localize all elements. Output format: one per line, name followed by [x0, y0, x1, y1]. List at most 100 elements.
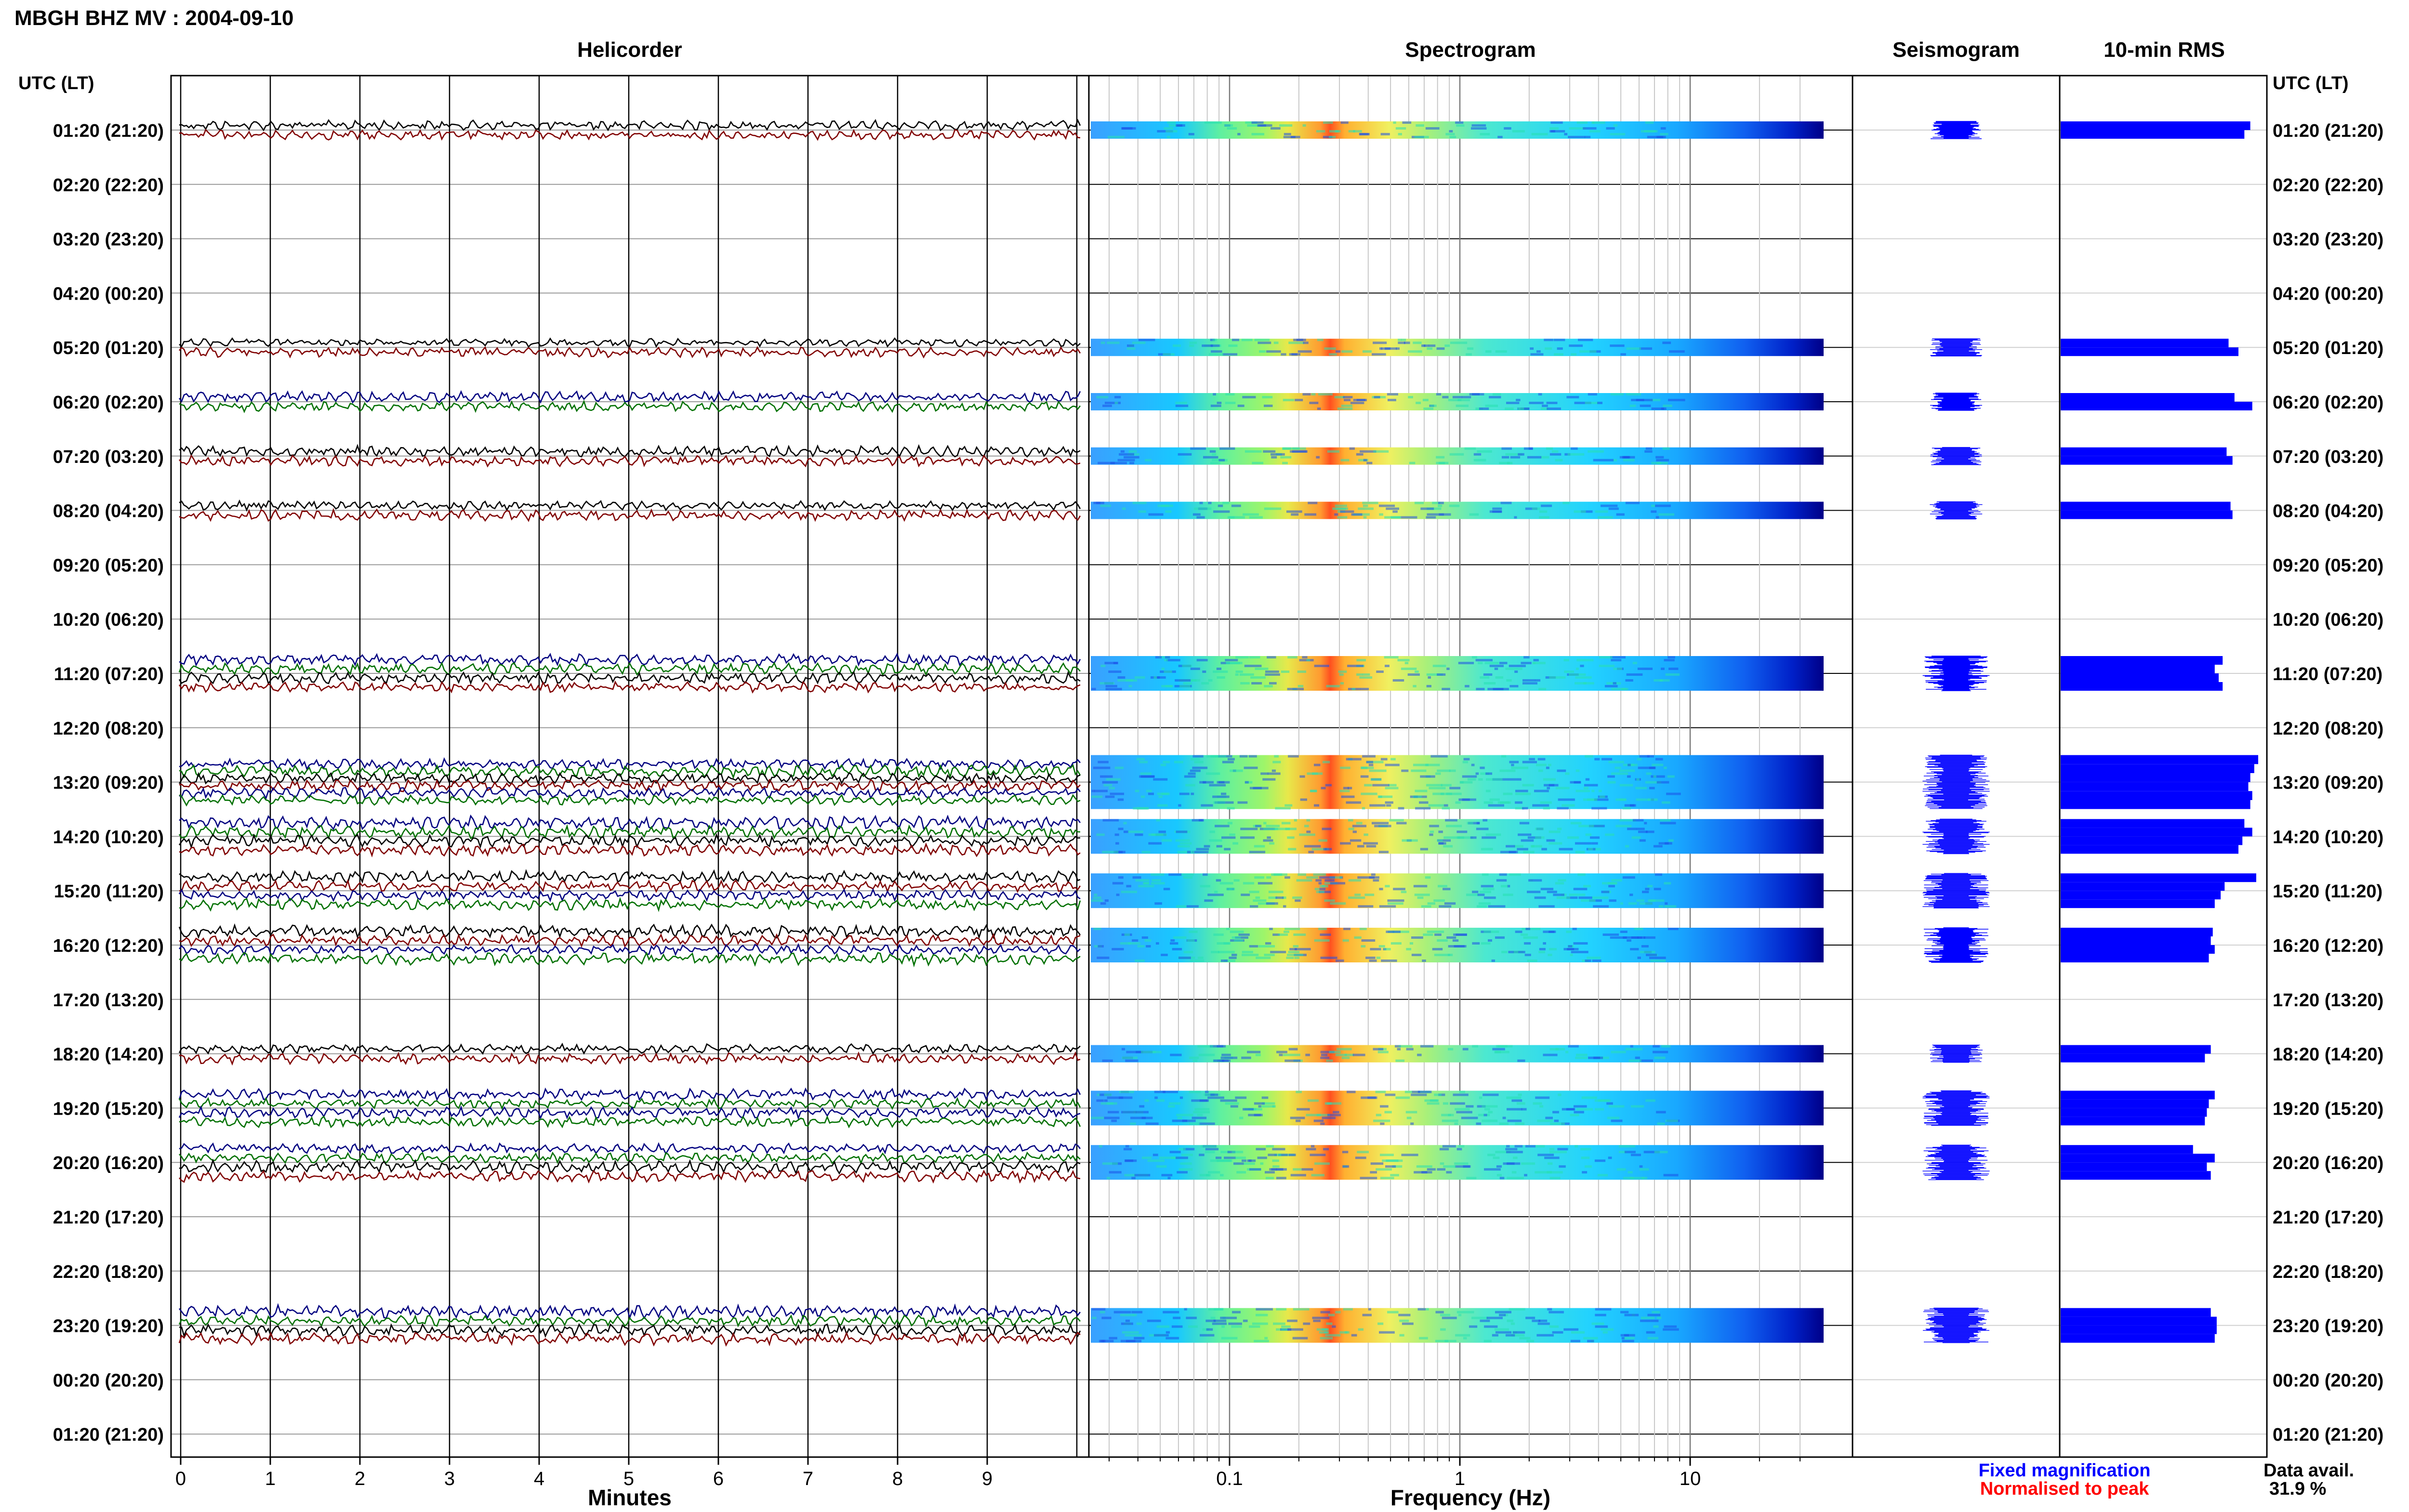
spectrogram-texture [1176, 1157, 1188, 1159]
spectrogram-texture [1419, 1337, 1428, 1340]
spectrogram-texture [1219, 1159, 1232, 1162]
rms-bar [2061, 882, 2225, 891]
spectrogram-texture [1509, 665, 1526, 667]
helicorder-x-tick-label: 4 [534, 1468, 544, 1489]
spectrogram-texture [1212, 1322, 1227, 1325]
spectrogram-texture [1281, 1325, 1291, 1328]
spectrogram-texture [1255, 668, 1269, 670]
spectrogram-texture [1355, 1157, 1366, 1159]
spectrogram-texture [1124, 456, 1139, 459]
spectrogram-texture [1492, 507, 1502, 510]
spectrogram-texture [1293, 1308, 1310, 1311]
spectrogram-texture [1316, 891, 1324, 894]
spectrogram-texture [1535, 836, 1545, 839]
spectrogram-texture [1414, 894, 1430, 896]
spectrogram-texture [1597, 1174, 1608, 1177]
spectrogram-texture [1402, 839, 1418, 842]
spectrogram-texture [1481, 942, 1491, 945]
spectrogram-texture [1264, 1337, 1268, 1340]
spectrogram-texture [1501, 447, 1512, 450]
spectrogram-texture [1443, 804, 1448, 807]
spectrogram-texture [1522, 682, 1537, 684]
spectrogram-texture [1148, 792, 1154, 795]
spectrogram-texture [1192, 766, 1208, 769]
time-label-left: 17:20 (13:20) [53, 990, 164, 1011]
spectrogram-texture [1123, 822, 1127, 825]
spectrogram-texture [1102, 819, 1119, 822]
spectrogram-texture [1117, 679, 1133, 682]
spectrogram-texture [1570, 954, 1573, 956]
spectrogram-texture [1173, 1316, 1181, 1319]
spectrogram-texture [1445, 133, 1455, 135]
spectrogram-texture [1317, 408, 1321, 410]
spectrogram-texture [1659, 679, 1670, 682]
seismogram-trace [1922, 1090, 1990, 1126]
spectrogram-texture [1201, 682, 1209, 684]
spectrogram-texture [1457, 399, 1470, 401]
spectrogram-texture [1511, 1334, 1525, 1337]
spectrogram-texture [1527, 456, 1542, 459]
spectrogram-texture [1495, 936, 1505, 939]
spectrogram-texture [1102, 405, 1112, 407]
spectrogram-texture [1344, 399, 1351, 401]
spectrogram-texture [1225, 659, 1238, 661]
spectrogram-texture [1224, 960, 1236, 962]
spectrogram-texture [1327, 450, 1340, 453]
spectrogram-texture [1396, 347, 1400, 350]
spectrogram-texture [1152, 1154, 1158, 1157]
spectrogram-texture [1129, 461, 1135, 464]
spectrogram-texture [1478, 662, 1483, 664]
time-label-right: 11:20 (07:20) [2273, 664, 2383, 684]
spectrogram-texture [1651, 408, 1667, 410]
helicorder-trace [179, 399, 1081, 413]
time-label-left: 07:20 (03:20) [53, 447, 164, 467]
helicorder-trace [179, 814, 1081, 831]
spectrogram-texture [1326, 1102, 1342, 1105]
helicorder-trace [179, 1051, 1081, 1066]
spectrogram-texture [1197, 1114, 1203, 1117]
spectrogram-texture [1297, 671, 1306, 673]
spectrogram-texture [1449, 130, 1453, 132]
spectrogram-texture [1639, 755, 1650, 758]
spectrogram-texture [1313, 873, 1326, 876]
spectrogram-texture [1649, 957, 1666, 959]
spectrogram-texture [1196, 659, 1208, 661]
spectrogram-texture [1256, 957, 1271, 959]
spectrogram-texture [1414, 1171, 1428, 1174]
spectrogram-texture [1555, 787, 1570, 789]
spectrogram-texture [1373, 1119, 1390, 1122]
spectrogram-texture [1319, 1331, 1328, 1334]
spectrogram-texture [1607, 882, 1617, 885]
spectrogram-texture [1628, 1171, 1633, 1174]
rms-bar [2061, 347, 2238, 356]
spectrogram-texture [1208, 679, 1213, 682]
spectrogram-texture [1639, 1168, 1649, 1171]
spectrogram-texture [1209, 450, 1216, 453]
spectrogram-texture [1390, 758, 1396, 761]
spectrogram-texture [1484, 1108, 1490, 1111]
spectrogram-texture [1549, 1311, 1564, 1314]
spectrogram-texture [1468, 822, 1480, 825]
spectrogram-texture [1576, 668, 1579, 670]
spectrogram-texture [1537, 758, 1546, 761]
helicorder-trace [179, 346, 1081, 359]
helicorder-traces [178, 118, 1081, 1347]
spectrogram-texture [1249, 1325, 1260, 1328]
spectrogram-texture [1115, 842, 1119, 845]
spectrogram-texture [1380, 1154, 1394, 1157]
spectrogram-texture [1290, 450, 1307, 453]
spectrogram-texture [1358, 1328, 1363, 1331]
helicorder-trace [179, 787, 1081, 800]
spectrogram-texture [1347, 665, 1363, 667]
spectrogram-texture [1268, 891, 1284, 894]
spectrogram-texture [1353, 399, 1367, 401]
spectrogram-texture [1207, 1096, 1224, 1099]
spectrogram-texture [1646, 830, 1655, 833]
spectrogram-texture [1401, 1154, 1418, 1157]
spectrogram-texture [1430, 1099, 1439, 1102]
spectrogram-texture [1483, 1340, 1492, 1342]
spectrogram-texture [1164, 659, 1168, 661]
spectrogram-texture [1292, 896, 1302, 899]
spectrogram-texture [1288, 951, 1300, 953]
spectrogram-texture [1485, 772, 1493, 775]
